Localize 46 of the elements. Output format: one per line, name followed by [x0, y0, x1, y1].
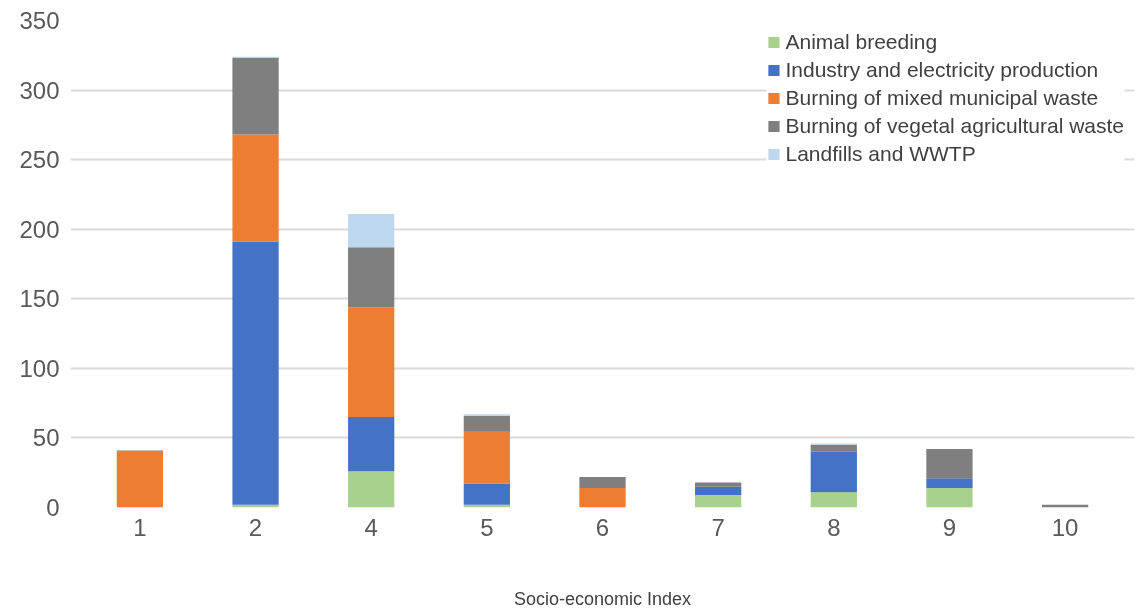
y-tick-label: 50 — [32, 424, 60, 452]
bar — [926, 488, 973, 508]
y-tick-label: 150 — [19, 285, 60, 313]
bar — [695, 486, 742, 495]
legend-label: Animal breeding — [785, 30, 938, 54]
x-tick-label: 1 — [133, 513, 147, 541]
x-tick-label: 9 — [942, 513, 957, 541]
y-tick-label: 300 — [19, 76, 60, 104]
legend-label: Burning of vegetal agricultural waste — [785, 114, 1124, 138]
bar — [810, 451, 857, 493]
bar — [232, 241, 279, 505]
x-tick-label: 8 — [827, 513, 841, 541]
bar — [348, 213, 395, 248]
x-tick-label: 5 — [480, 513, 494, 541]
x-tick-label: 6 — [595, 513, 610, 541]
x-axis-title: Socio-economic Index — [513, 588, 692, 609]
x-tick-label: 2 — [248, 513, 263, 541]
bar — [463, 415, 510, 431]
bar — [926, 478, 973, 489]
bar — [810, 444, 857, 452]
bar — [348, 307, 395, 418]
bar — [579, 488, 626, 508]
legend-label: Industry and electricity production — [785, 58, 1099, 82]
bar — [463, 483, 510, 505]
bar — [579, 476, 626, 489]
bar — [926, 449, 973, 479]
bar — [116, 451, 164, 508]
bar — [232, 134, 279, 242]
x-tick-label: 10 — [1051, 513, 1079, 541]
y-tick-label: 350 — [19, 7, 60, 34]
y-tick-label: 250 — [19, 146, 60, 174]
bar — [348, 247, 395, 308]
x-tick-label: 4 — [364, 513, 378, 541]
bar — [695, 494, 742, 508]
legend-label: Burning of mixed municipal waste — [785, 86, 1099, 110]
bar — [695, 482, 742, 487]
bar — [232, 58, 279, 135]
bar — [463, 430, 510, 484]
bar — [348, 417, 395, 472]
y-tick-label: 200 — [19, 215, 60, 243]
bar — [348, 471, 395, 508]
x-tick-label: 7 — [711, 513, 725, 541]
legend-label: Landfills and WWTP — [785, 142, 976, 166]
y-tick-label: 0 — [46, 494, 60, 521]
bar — [810, 492, 857, 508]
y-tick-label: 100 — [19, 354, 60, 382]
